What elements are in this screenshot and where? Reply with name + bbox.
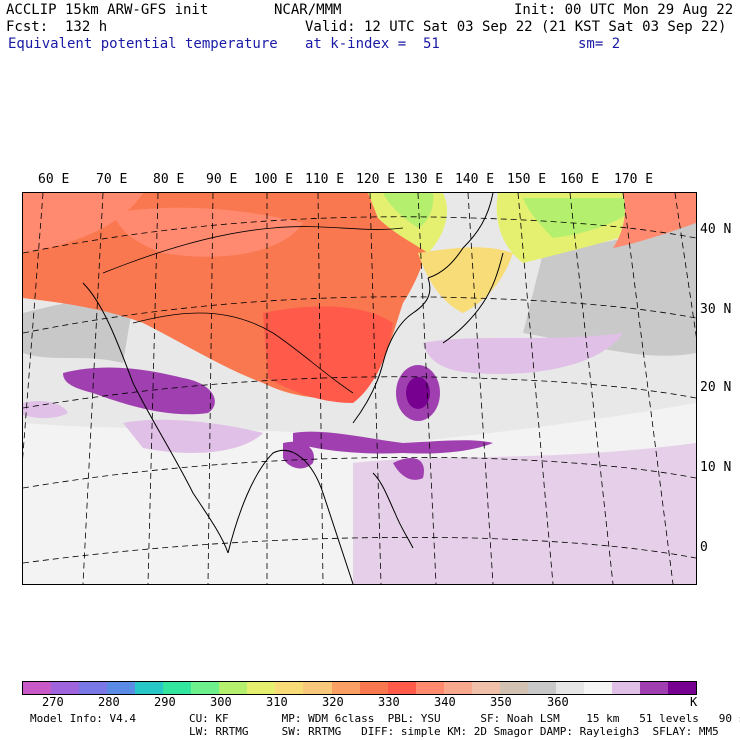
colorbar-swatch [219, 682, 248, 694]
colorbar-label: 360 [547, 695, 569, 709]
smoothing-label: sm= 2 [578, 36, 621, 52]
lon-label: 90 E [206, 172, 238, 187]
lat-label: 0 [700, 540, 708, 555]
colorbar-swatch [499, 682, 528, 694]
colorbar-label: 310 [266, 695, 288, 709]
lon-label: 60 E [38, 172, 70, 187]
colorbar-swatch [555, 682, 584, 694]
lon-label: 140 E [455, 172, 495, 187]
colorbar-swatch [359, 682, 388, 694]
colorbar-swatch [415, 682, 444, 694]
colorbar-label: 340 [434, 695, 456, 709]
lon-label: 150 E [507, 172, 547, 187]
lat-label: 10 N [700, 460, 732, 475]
colorbar-swatch [247, 682, 276, 694]
lon-label: 110 E [305, 172, 345, 187]
colorbar-label: 320 [322, 695, 344, 709]
colorbar-swatch [331, 682, 360, 694]
lon-label: 70 E [96, 172, 128, 187]
colorbar-label: 290 [154, 695, 176, 709]
colorbar-swatch [191, 682, 220, 694]
lon-label: 80 E [153, 172, 185, 187]
colorbar-swatch [443, 682, 472, 694]
colorbar-label: 350 [490, 695, 512, 709]
colorbar-label: 300 [210, 695, 232, 709]
lon-label: 120 E [356, 172, 396, 187]
colorbar-swatch [668, 682, 697, 694]
model-title: ACCLIP 15km ARW-GFS init [6, 2, 209, 18]
lon-label: 130 E [404, 172, 444, 187]
colorbar-swatch [303, 682, 332, 694]
field-name: Equivalent potential temperature [8, 36, 278, 52]
lon-label: 100 E [254, 172, 294, 187]
colorbar-swatch [107, 682, 136, 694]
colorbar-unit: K [690, 695, 698, 709]
valid-time: Valid: 12 UTC Sat 03 Sep 22 (21 KST Sat … [305, 19, 727, 35]
colorbar-swatch [527, 682, 556, 694]
init-time: Init: 00 UTC Mon 29 Aug 22 [514, 2, 734, 18]
lat-label: 20 N [700, 380, 732, 395]
lat-label: 30 N [700, 302, 732, 317]
colorbar-swatch [583, 682, 612, 694]
model-info-line1: Model Info: V4.4 CU: KF MP: WDM 6class P… [30, 712, 740, 725]
colorbar-swatch [163, 682, 192, 694]
colorbar-swatch [275, 682, 304, 694]
lon-label: 170 E [614, 172, 654, 187]
forecast-hour: Fcst: 132 h [6, 19, 108, 35]
colorbar-label: 270 [42, 695, 64, 709]
level-label: at k-index = 51 [305, 36, 440, 52]
lat-label: 40 N [700, 222, 732, 237]
colorbar-swatch [640, 682, 669, 694]
colorbar-swatch [471, 682, 500, 694]
colorbar-label: 280 [98, 695, 120, 709]
colorbar-swatch [387, 682, 416, 694]
colorbar-swatch [135, 682, 164, 694]
colorbar-swatch [79, 682, 108, 694]
model-info-line2: LW: RRTMG SW: RRTMG DIFF: simple KM: 2D … [30, 725, 719, 738]
center-label: NCAR/MMM [274, 2, 342, 18]
colorbar [22, 681, 697, 695]
colorbar-swatch [23, 682, 52, 694]
colorbar-swatch [611, 682, 641, 694]
theta-e-field [23, 193, 696, 584]
map-panel [22, 192, 697, 585]
colorbar-label: 330 [378, 695, 400, 709]
lon-label: 160 E [560, 172, 600, 187]
colorbar-swatch [51, 682, 80, 694]
